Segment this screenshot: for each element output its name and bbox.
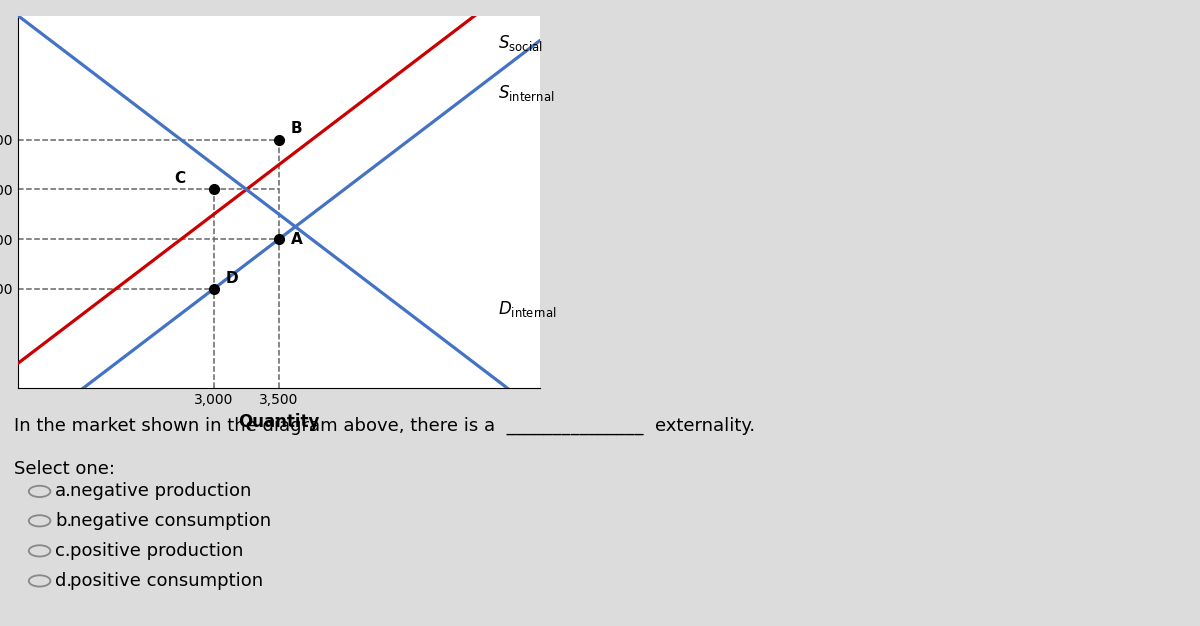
Text: positive consumption: positive consumption — [70, 572, 263, 590]
Text: d.: d. — [55, 572, 72, 590]
Text: $S_\mathregular{internal}$: $S_\mathregular{internal}$ — [498, 83, 554, 103]
Text: negative production: negative production — [70, 483, 251, 500]
Text: In the market shown in the diagram above, there is a  _______________  externali: In the market shown in the diagram above… — [14, 416, 756, 434]
Text: B: B — [290, 121, 302, 136]
Text: negative consumption: negative consumption — [70, 512, 271, 530]
Text: $D_\mathregular{internal}$: $D_\mathregular{internal}$ — [498, 299, 557, 319]
Text: A: A — [290, 232, 302, 247]
X-axis label: Quantity: Quantity — [239, 413, 319, 431]
Text: positive production: positive production — [70, 542, 242, 560]
Text: Select one:: Select one: — [14, 460, 115, 478]
Text: b.: b. — [55, 512, 72, 530]
Text: C: C — [174, 172, 185, 187]
Text: c.: c. — [55, 542, 71, 560]
Text: a.: a. — [55, 483, 72, 500]
Text: $S_\mathregular{social}$: $S_\mathregular{social}$ — [498, 33, 542, 53]
Text: D: D — [226, 271, 238, 286]
